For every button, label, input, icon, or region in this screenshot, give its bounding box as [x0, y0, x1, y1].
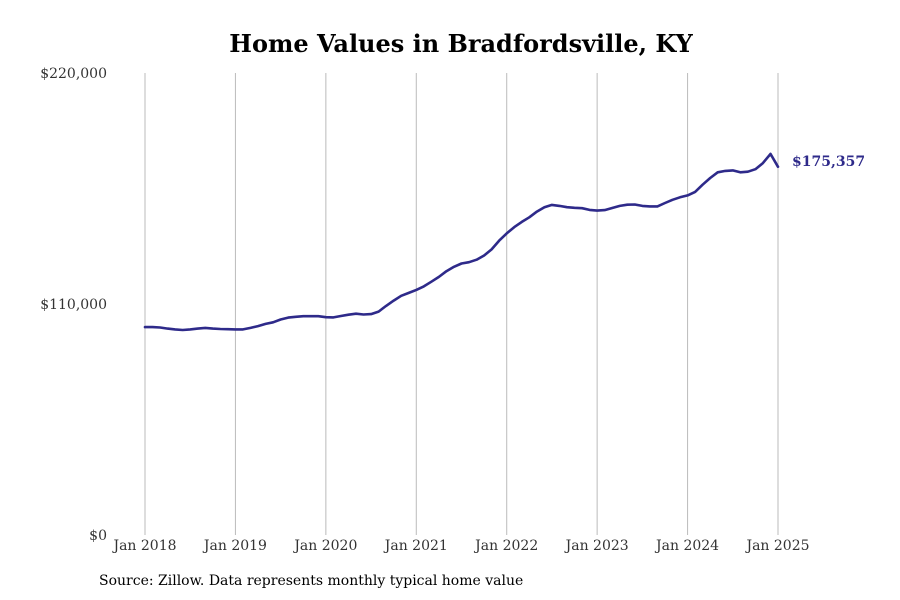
x-tick-label: Jan 2020 — [292, 538, 357, 554]
x-tick-label: Jan 2018 — [111, 538, 176, 554]
x-tick-label: Jan 2024 — [654, 538, 719, 554]
last-value-label: $175,357 — [792, 154, 865, 170]
x-tick-label: Jan 2023 — [564, 538, 629, 554]
x-tick-label: Jan 2022 — [473, 538, 538, 554]
source-note: Source: Zillow. Data represents monthly … — [99, 573, 524, 589]
x-tick-label: Jan 2025 — [744, 538, 809, 554]
y-axis-tick-labels: $0 $110,000 $220,000 — [40, 66, 107, 544]
home-value-line — [143, 152, 780, 332]
chart-title: Home Values in Bradfordsville, KY — [229, 29, 693, 58]
y-tick-label: $220,000 — [40, 66, 107, 82]
x-tick-label: Jan 2021 — [383, 538, 448, 554]
vertical-grid-lines — [144, 73, 779, 535]
x-axis-tick-labels: Jan 2018 Jan 2019 Jan 2020 Jan 2021 Jan 2022… — [111, 538, 809, 554]
y-tick-label: $110,000 — [40, 297, 107, 313]
x-tick-label: Jan 2019 — [202, 538, 267, 554]
y-tick-label: $0 — [89, 528, 107, 544]
